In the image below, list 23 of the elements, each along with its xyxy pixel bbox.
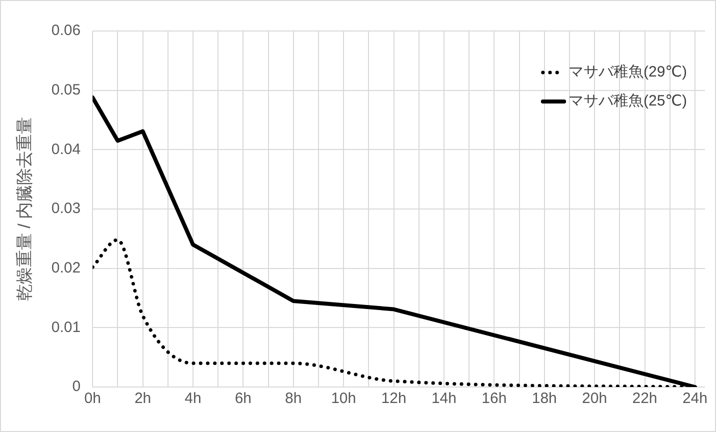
legend-label: マサバ稚魚(25℃) (568, 92, 688, 110)
x-tick-label: 22h (632, 390, 658, 408)
y-tick-label: 0.03 (51, 200, 81, 218)
y-tick-label: 0.01 (51, 318, 81, 336)
x-tick-label: 20h (582, 390, 608, 408)
x-tick-label: 24h (682, 390, 708, 408)
x-tick-label: 6h (234, 390, 252, 408)
x-tick-label: 4h (184, 390, 202, 408)
y-tick-label: 0.05 (51, 81, 81, 98)
x-tick-label: 16h (482, 390, 507, 408)
x-tick-label: 10h (331, 390, 356, 408)
y-tick-label: 0.04 (51, 140, 81, 158)
y-tick-label: 0.02 (51, 259, 81, 276)
x-tick-label: 2h (134, 390, 152, 408)
y-tick-label: 0.06 (51, 22, 81, 40)
legend-label: マサバ稚魚(29℃) (568, 64, 688, 81)
x-tick-label: 18h (532, 390, 557, 408)
y-tick-label: 0 (72, 378, 81, 396)
x-tick-label: 0h (84, 390, 101, 408)
y-axis-title: 乾燥重量 / 内臓除去重量 (14, 116, 34, 302)
x-tick-label: 14h (431, 390, 456, 408)
x-tick-label: 8h (285, 390, 302, 408)
x-tick-label: 12h (381, 390, 406, 408)
